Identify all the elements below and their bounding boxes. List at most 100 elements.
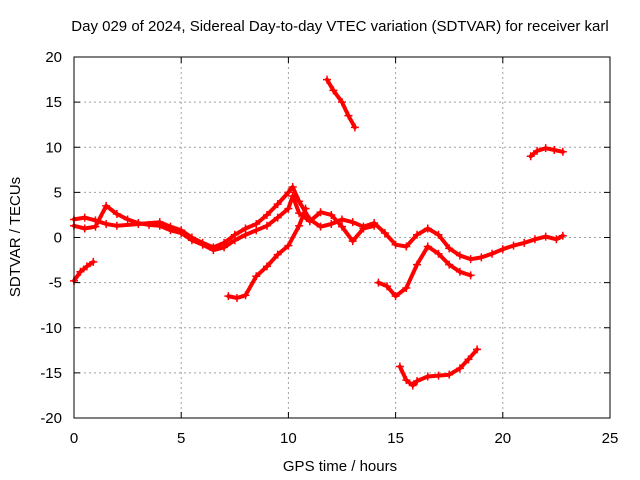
data-point: [284, 241, 293, 250]
data-point: [541, 232, 550, 241]
data-series: [70, 75, 567, 390]
y-tick-label: -20: [40, 410, 62, 427]
data-point: [434, 249, 443, 258]
data-point: [80, 224, 89, 233]
y-axis-label: SDTVAR / TECUs: [7, 177, 24, 297]
data-point: [455, 267, 464, 276]
y-axis-ticks: -20 -15 -10 -5 0 5 10 15 20: [40, 49, 610, 427]
data-point: [466, 255, 475, 264]
data-point: [391, 240, 400, 249]
data-point: [350, 123, 359, 132]
data-point: [402, 284, 411, 293]
data-point: [550, 145, 559, 154]
y-tick-label: -5: [49, 275, 62, 292]
data-point: [91, 222, 100, 231]
data-point: [533, 146, 542, 155]
data-point: [408, 381, 417, 390]
data-point: [288, 182, 297, 191]
data-point: [288, 191, 297, 200]
data-point: [301, 204, 310, 213]
data-point: [284, 188, 293, 197]
data-point: [445, 260, 454, 269]
y-tick-label: 15: [45, 94, 62, 111]
data-point: [413, 376, 422, 385]
x-axis-ticks: 0 5 10 15 20 25: [70, 57, 618, 447]
y-tick-label: 5: [54, 184, 62, 201]
data-point: [102, 219, 111, 228]
data-point: [520, 238, 529, 247]
data-point: [526, 152, 535, 161]
x-tick-label: 10: [280, 430, 297, 447]
data-point: [413, 260, 422, 269]
data-point: [359, 224, 368, 233]
data-point: [391, 292, 400, 301]
x-tick-label: 20: [494, 430, 511, 447]
data-point: [477, 253, 486, 262]
y-tick-label: 10: [45, 139, 62, 156]
chart-title: Day 029 of 2024, Sidereal Day-to-day VTE…: [71, 18, 608, 35]
data-point: [145, 220, 154, 229]
series-trace-e: [325, 77, 357, 130]
data-point: [348, 237, 357, 246]
y-tick-label: 20: [45, 49, 62, 66]
data-point: [558, 231, 567, 240]
data-point: [327, 219, 336, 228]
data-point: [370, 221, 379, 230]
data-point: [112, 210, 121, 219]
x-tick-label: 0: [70, 430, 78, 447]
data-point: [423, 372, 432, 381]
data-point: [434, 230, 443, 239]
data-point: [374, 278, 383, 287]
data-point: [82, 262, 91, 271]
data-point: [338, 222, 346, 231]
data-point: [558, 147, 567, 156]
data-point: [241, 230, 250, 239]
data-point: [273, 213, 282, 222]
data-point: [262, 262, 271, 271]
data-point: [295, 221, 304, 230]
data-point: [230, 236, 239, 245]
data-point: [284, 204, 293, 213]
grid: [74, 57, 610, 418]
data-point: [187, 236, 196, 245]
data-point: [241, 291, 250, 300]
data-point: [102, 201, 111, 210]
data-point: [344, 111, 353, 120]
data-point: [488, 249, 497, 258]
data-point: [338, 98, 346, 107]
data-point: [473, 345, 482, 354]
data-point: [166, 226, 175, 235]
data-point: [445, 244, 454, 253]
data-point: [466, 271, 475, 280]
data-point: [455, 251, 464, 260]
data-point: [76, 267, 85, 276]
data-point: [423, 242, 432, 251]
data-point: [402, 242, 411, 251]
data-point: [316, 222, 325, 231]
data-point: [177, 228, 186, 237]
x-tick-label: 5: [177, 430, 185, 447]
data-point: [329, 86, 338, 95]
x-axis-label: GPS time / hours: [283, 458, 397, 475]
data-point: [220, 243, 229, 252]
data-point: [402, 376, 411, 385]
data-point: [273, 250, 282, 259]
data-point: [198, 240, 207, 249]
data-point: [80, 213, 89, 222]
x-tick-label: 15: [387, 430, 404, 447]
series-trace-g: [397, 347, 480, 388]
data-point: [305, 217, 314, 226]
data-point: [123, 215, 132, 224]
data-point: [322, 75, 331, 84]
data-point: [413, 230, 422, 239]
data-point: [112, 221, 121, 230]
data-point: [155, 221, 164, 230]
data-point: [252, 272, 261, 281]
data-point: [262, 210, 271, 219]
data-point: [530, 235, 539, 244]
data-point: [232, 293, 241, 302]
series-trace-c: [72, 259, 96, 283]
data-point: [541, 144, 550, 153]
series-trace-f: [376, 244, 473, 299]
